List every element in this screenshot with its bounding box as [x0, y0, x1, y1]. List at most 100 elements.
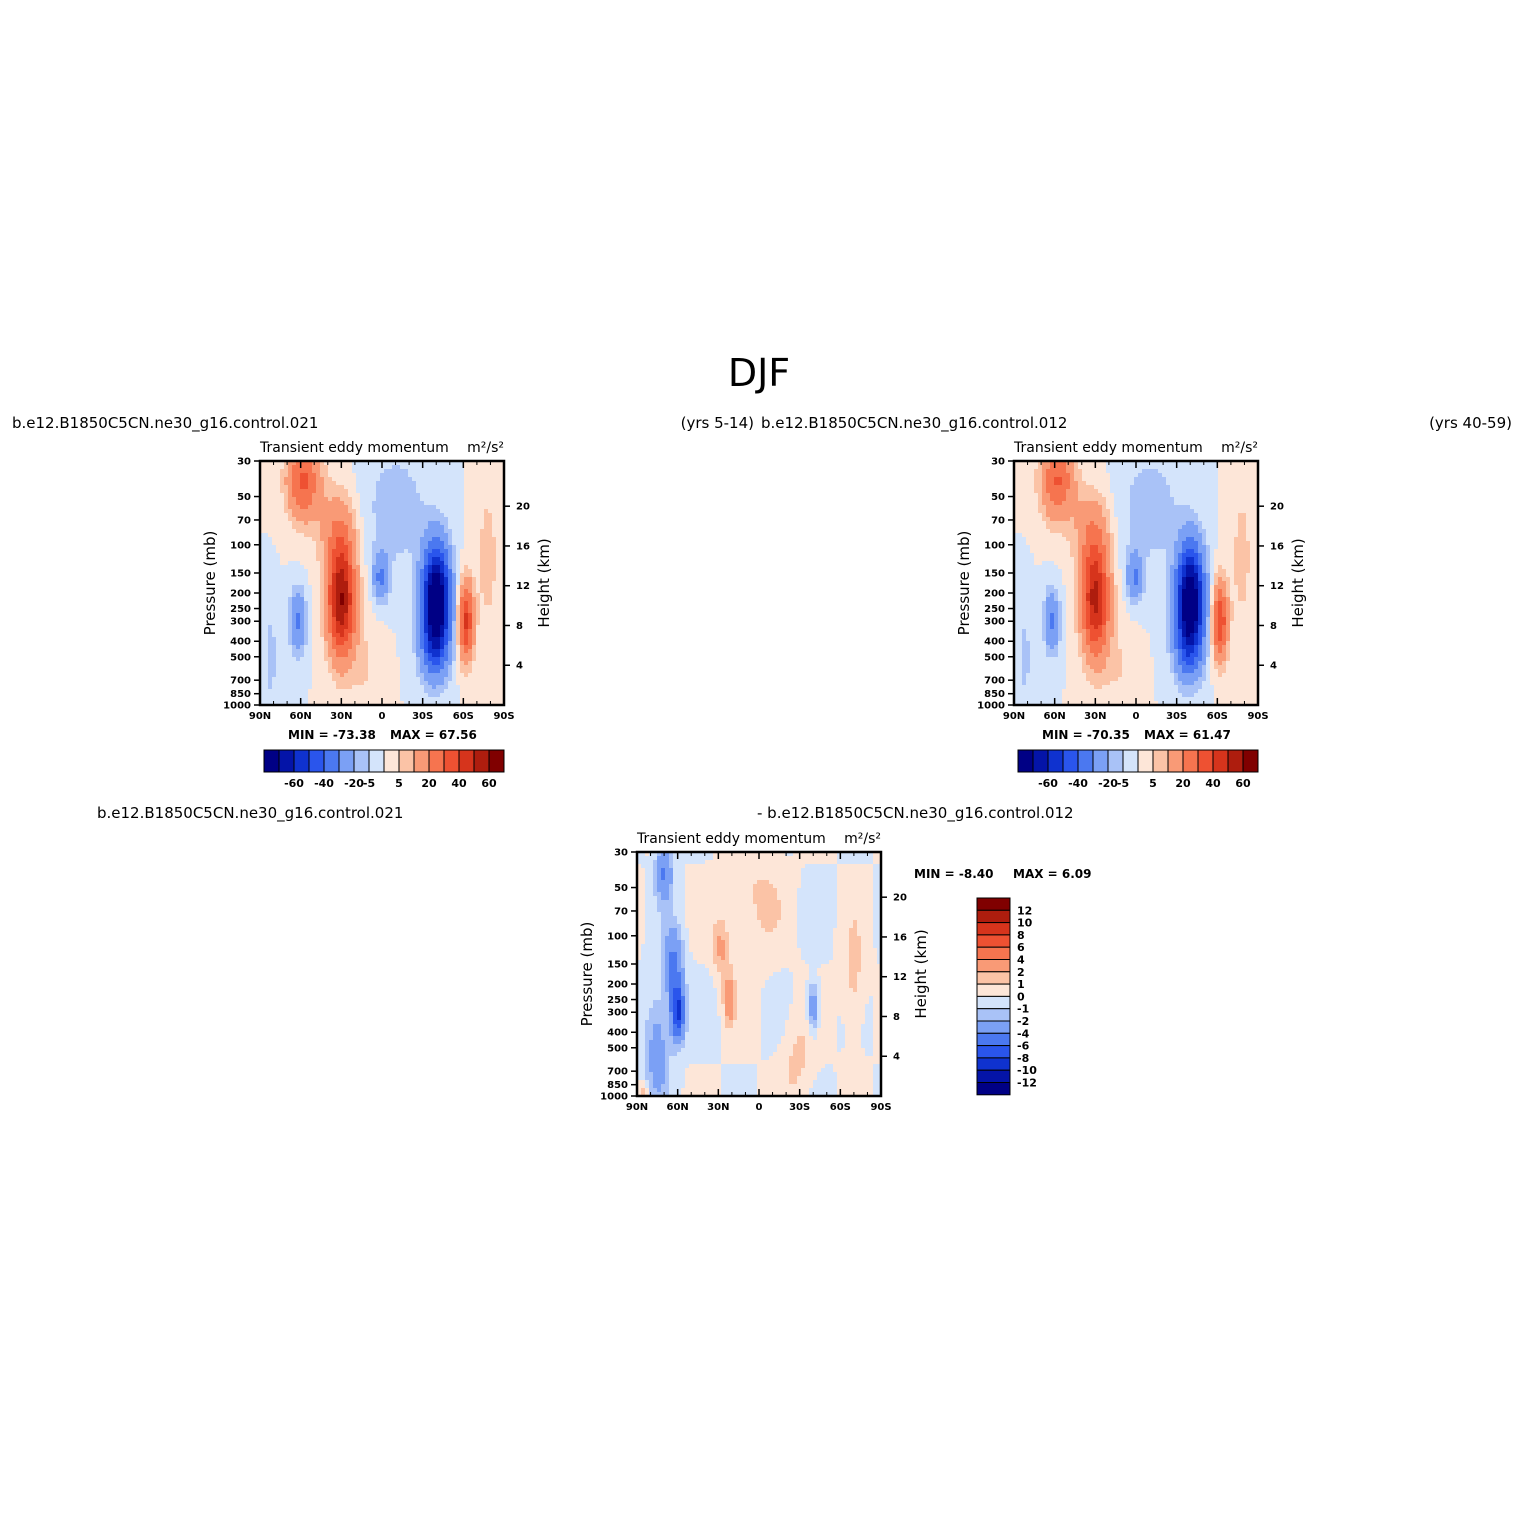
contour-cell: [456, 597, 461, 602]
contour-cell: [368, 553, 373, 558]
contour-cell: [492, 485, 497, 490]
contour-cell: [372, 625, 377, 630]
contour-cell: [300, 553, 305, 558]
contour-cell: [1026, 513, 1031, 518]
contour-cell: [284, 641, 289, 646]
contour-cell: [288, 585, 293, 590]
contour-cell: [428, 613, 433, 618]
contour-cell: [324, 697, 329, 702]
contour-cell: [348, 557, 353, 562]
contour-cell: [328, 601, 333, 606]
contour-cell: [480, 561, 485, 566]
contour-cell: [1062, 553, 1067, 558]
contour-cell: [480, 461, 485, 466]
contour-cell: [384, 653, 389, 658]
contour-cell: [356, 469, 361, 474]
contour-cell: [360, 617, 365, 622]
contour-cell: [404, 465, 409, 470]
contour-cell: [476, 593, 481, 598]
contour-cell: [480, 493, 485, 498]
contour-cell: [488, 669, 493, 674]
contour-cell: [288, 481, 293, 486]
contour-cell: [1046, 565, 1051, 570]
contour-cell: [1022, 473, 1027, 478]
contour-cell: [480, 641, 485, 646]
contour-cell: [312, 613, 317, 618]
contour-cell: [1018, 485, 1023, 490]
contour-cell: [492, 581, 497, 586]
contour-cell: [376, 649, 381, 654]
contour-cell: [352, 489, 357, 494]
contour-cell: [496, 693, 501, 698]
contour-cell: [500, 557, 504, 562]
contour-cell: [296, 581, 301, 586]
contour-cell: [456, 501, 461, 506]
contour-cell: [340, 541, 345, 546]
contour-cell: [320, 605, 325, 610]
contour-cell: [412, 493, 417, 498]
contour-cell: [344, 665, 349, 670]
contour-cell: [432, 465, 437, 470]
contour-cell: [360, 517, 365, 522]
contour-cell: [1034, 525, 1039, 530]
contour-cell: [320, 653, 325, 658]
contour-cell: [364, 557, 369, 562]
contour-cell: [1018, 461, 1023, 466]
contour-cell: [276, 553, 281, 558]
contour-cell: [292, 485, 297, 490]
contour-cell: [464, 537, 469, 542]
contour-cell: [496, 637, 501, 642]
contour-cell: [1086, 469, 1091, 474]
contour-cell: [368, 549, 373, 554]
contour-cell: [308, 685, 313, 690]
contour-cell: [436, 553, 441, 558]
contour-cell: [384, 569, 389, 574]
contour-cell: [468, 673, 473, 678]
contour-cell: [1030, 589, 1035, 594]
contour-cell: [1018, 689, 1023, 694]
contour-cell: [336, 537, 341, 542]
contour-cell: [492, 537, 497, 542]
contour-cell: [1062, 645, 1067, 650]
contour-cell: [328, 617, 333, 622]
contour-cell: [272, 497, 277, 502]
contour-cell: [492, 541, 497, 546]
contour-cell: [284, 485, 289, 490]
contour-cell: [324, 581, 329, 586]
contour-cell: [1062, 581, 1067, 586]
contour-cell: [388, 557, 393, 562]
contour-cell: [448, 505, 453, 510]
contour-cell: [448, 609, 453, 614]
contour-cell: [428, 553, 433, 558]
contour-cell: [464, 701, 469, 705]
contour-cell: [1030, 645, 1035, 650]
contour-cell: [292, 557, 297, 562]
contour-cell: [376, 485, 381, 490]
contour-cell: [464, 489, 469, 494]
contour-cell: [480, 525, 485, 530]
contour-cell: [296, 669, 301, 674]
contour-cell: [288, 597, 293, 602]
contour-cell: [452, 569, 457, 574]
contour-cell: [464, 641, 469, 646]
contour-cell: [364, 637, 369, 642]
contour-cell: [448, 525, 453, 530]
contour-cell: [344, 497, 349, 502]
contour-cell: [1014, 601, 1019, 606]
contour-cell: [368, 517, 373, 522]
contour-cell: [420, 621, 425, 626]
contour-cell: [484, 673, 489, 678]
contour-cell: [288, 701, 293, 705]
contour-cell: [1054, 685, 1059, 690]
contour-cell: [1034, 505, 1039, 510]
contour-cell: [288, 613, 293, 618]
contour-cell: [1058, 485, 1063, 490]
contour-cell: [264, 493, 269, 498]
contour-cell: [392, 649, 397, 654]
contour-cell: [348, 593, 353, 598]
contour-cell: [1062, 501, 1067, 506]
contour-cell: [384, 465, 389, 470]
contour-cell: [328, 613, 333, 618]
contour-cell: [1086, 505, 1091, 510]
contour-cell: [440, 489, 445, 494]
